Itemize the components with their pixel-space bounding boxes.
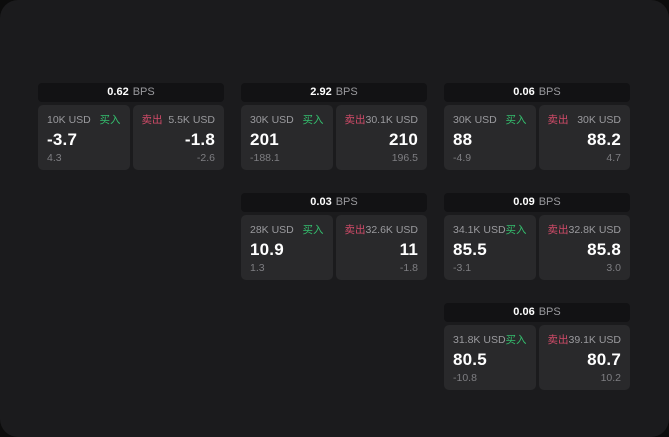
sell-panel[interactable]: 卖出 5.5K USD -1.8 -2.6: [132, 105, 224, 170]
buy-size: 34.1K USD: [453, 223, 506, 236]
bps-header: 0.06 BPS: [444, 83, 630, 102]
sell-label: 卖出: [344, 114, 366, 126]
sell-size: 32.6K USD: [365, 223, 419, 236]
sell-delta: -2.6: [196, 152, 215, 164]
buy-delta: -188.1: [250, 152, 280, 164]
buy-panel[interactable]: 31.8K USD 买入 80.5 -10.8: [444, 325, 536, 390]
bps-value: 0.62: [107, 86, 129, 98]
sell-size: 39.1K USD: [568, 333, 622, 346]
quote-grid: 0.62 BPS 10K USD 买入 -3.7 4.3 卖出 5.5K USD: [38, 83, 630, 390]
quote-body: 10K USD 买入 -3.7 4.3 卖出 5.5K USD -1.8 -2.…: [38, 105, 224, 170]
bps-value: 2.92: [310, 86, 332, 98]
buy-price: -3.7: [47, 129, 78, 149]
sell-size: 32.8K USD: [568, 223, 622, 236]
buy-size: 30K USD: [250, 113, 294, 126]
sell-price: 88.2: [587, 129, 621, 149]
bps-header: 0.09 BPS: [444, 193, 630, 212]
sell-label: 卖出: [547, 334, 569, 346]
sell-price: 11: [399, 239, 418, 259]
buy-price: 10.9: [250, 239, 284, 259]
buy-label: 买入: [302, 224, 324, 236]
buy-panel[interactable]: 30K USD 买入 201 -188.1: [241, 105, 333, 170]
quote-body: 34.1K USD 买入 85.5 -3.1 卖出 32.8K USD 85.8…: [444, 215, 630, 280]
buy-delta: 4.3: [47, 152, 62, 164]
quote-body: 30K USD 买入 201 -188.1 卖出 30.1K USD 210 1…: [241, 105, 427, 170]
buy-price: 201: [250, 129, 279, 149]
bps-unit: BPS: [132, 86, 155, 98]
buy-delta: -10.8: [453, 372, 477, 384]
sell-delta: 3.0: [606, 262, 621, 274]
bps-unit: BPS: [335, 86, 358, 98]
bps-unit: BPS: [538, 306, 561, 318]
quote-card: 0.06 BPS 30K USD 买入 88 -4.9 卖出 30K USD: [444, 83, 630, 170]
buy-label: 买入: [505, 224, 527, 236]
sell-delta: 196.5: [391, 152, 418, 164]
buy-panel[interactable]: 30K USD 买入 88 -4.9: [444, 105, 536, 170]
buy-size: 28K USD: [250, 223, 294, 236]
sell-size: 30.1K USD: [365, 113, 419, 126]
bps-value: 0.03: [310, 196, 332, 208]
sell-price: 80.7: [587, 349, 621, 369]
buy-price: 88: [453, 129, 473, 149]
quote-body: 28K USD 买入 10.9 1.3 卖出 32.6K USD 11 -1.8: [241, 215, 427, 280]
bps-header: 0.06 BPS: [444, 303, 630, 322]
bps-unit: BPS: [538, 196, 561, 208]
sell-panel[interactable]: 卖出 32.8K USD 85.8 3.0: [538, 215, 630, 280]
quote-card: 0.62 BPS 10K USD 买入 -3.7 4.3 卖出 5.5K USD: [38, 83, 224, 170]
buy-delta: 1.3: [250, 262, 265, 274]
sell-panel[interactable]: 卖出 30.1K USD 210 196.5: [335, 105, 427, 170]
sell-size: 5.5K USD: [168, 113, 215, 126]
buy-panel[interactable]: 10K USD 买入 -3.7 4.3: [38, 105, 130, 170]
buy-price: 85.5: [453, 239, 487, 259]
buy-label: 买入: [302, 114, 324, 126]
sell-size: 30K USD: [577, 113, 621, 126]
buy-delta: -4.9: [453, 152, 472, 164]
sell-panel[interactable]: 卖出 39.1K USD 80.7 10.2: [538, 325, 630, 390]
sell-panel[interactable]: 卖出 32.6K USD 11 -1.8: [335, 215, 427, 280]
bps-header: 0.03 BPS: [241, 193, 427, 212]
sell-label: 卖出: [141, 114, 163, 126]
quote-body: 30K USD 买入 88 -4.9 卖出 30K USD 88.2 4.7: [444, 105, 630, 170]
bps-header: 2.92 BPS: [241, 83, 427, 102]
quote-card: 0.09 BPS 34.1K USD 买入 85.5 -3.1 卖出 32.8K…: [444, 193, 630, 280]
buy-label: 买入: [505, 114, 527, 126]
sell-label: 卖出: [547, 224, 569, 236]
sell-price: 210: [389, 129, 418, 149]
buy-label: 买入: [505, 334, 527, 346]
buy-size: 31.8K USD: [453, 333, 506, 346]
sell-price: 85.8: [587, 239, 621, 259]
buy-size: 30K USD: [453, 113, 497, 126]
buy-label: 买入: [99, 114, 121, 126]
buy-size: 10K USD: [47, 113, 91, 126]
quote-card: 2.92 BPS 30K USD 买入 201 -188.1 卖出 30.1K …: [241, 83, 427, 170]
quote-card: 0.03 BPS 28K USD 买入 10.9 1.3 卖出 32.6K US…: [241, 193, 427, 280]
bps-header: 0.62 BPS: [38, 83, 224, 102]
bps-value: 0.09: [513, 196, 535, 208]
sell-label: 卖出: [547, 114, 569, 126]
bps-value: 0.06: [513, 86, 535, 98]
buy-delta: -3.1: [453, 262, 472, 274]
buy-panel[interactable]: 28K USD 买入 10.9 1.3: [241, 215, 333, 280]
quote-body: 31.8K USD 买入 80.5 -10.8 卖出 39.1K USD 80.…: [444, 325, 630, 390]
sell-delta: 4.7: [606, 152, 621, 164]
sell-panel[interactable]: 卖出 30K USD 88.2 4.7: [538, 105, 630, 170]
quote-card: 0.06 BPS 31.8K USD 买入 80.5 -10.8 卖出 39.1…: [444, 303, 630, 390]
sell-label: 卖出: [344, 224, 366, 236]
sell-delta: 10.2: [600, 372, 621, 384]
sell-delta: -1.8: [399, 262, 418, 274]
bps-unit: BPS: [335, 196, 358, 208]
sell-price: -1.8: [184, 129, 215, 149]
buy-panel[interactable]: 34.1K USD 买入 85.5 -3.1: [444, 215, 536, 280]
buy-price: 80.5: [453, 349, 487, 369]
bps-value: 0.06: [513, 306, 535, 318]
bps-unit: BPS: [538, 86, 561, 98]
